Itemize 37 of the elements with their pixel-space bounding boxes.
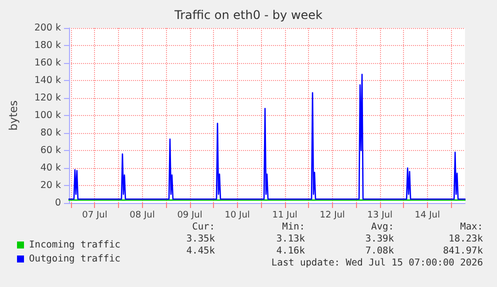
text: 18.23k — [448, 234, 484, 244]
x-tick-label: 12 Jul — [320, 210, 345, 220]
line-series — [68, 74, 466, 200]
y-tick-label: 180 k — [34, 40, 62, 51]
text: Last update: Wed Jul 15 07:00:00 2026 — [271, 258, 484, 268]
legend-label: Outgoing traffic — [29, 254, 121, 264]
y-tick-label: 80 k — [40, 128, 62, 138]
text: Avg: — [371, 222, 394, 232]
y-tick-label: 160 k — [34, 58, 62, 68]
y-tick-label: 120 k — [34, 92, 62, 104]
text: Max: — [460, 222, 484, 232]
y-tick-label: 60 k — [40, 145, 62, 156]
y-tick-label: 100 k — [34, 110, 62, 121]
text: 841.97k — [442, 246, 484, 256]
y-tick-label: 40 k — [40, 162, 62, 174]
text: 7.08k — [365, 246, 394, 256]
x-tick-label: 13 Jul — [367, 210, 392, 220]
x-tick-label: 10 Jul — [224, 210, 250, 220]
x-tick-label: 09 Jul — [177, 210, 202, 220]
text: 4.16k — [276, 246, 306, 256]
text: Cur: — [192, 222, 216, 232]
legend-label: Incoming traffic — [29, 240, 121, 250]
text: 4.45k — [186, 246, 216, 256]
text: 3.39k — [365, 234, 394, 244]
x-tick-label: 11 Jul — [272, 210, 298, 220]
text: 3.13k — [276, 234, 306, 244]
y-tick-label: 20 k — [40, 180, 62, 191]
x-tick-label: 07 Jul — [82, 210, 108, 220]
text: 3.35k — [186, 234, 216, 244]
y-tick-label: 200 k — [34, 22, 62, 34]
text: Min: — [282, 222, 306, 232]
y-tick-label: 0 — [54, 198, 61, 208]
y-axis-title: bytes — [7, 100, 20, 131]
y-tick-label: 140 k — [34, 75, 62, 86]
chart-title: Traffic on eth0 - by week — [174, 8, 323, 22]
x-tick-label: 08 Jul — [130, 210, 155, 220]
x-tick-label: 14 Jul — [414, 210, 440, 220]
